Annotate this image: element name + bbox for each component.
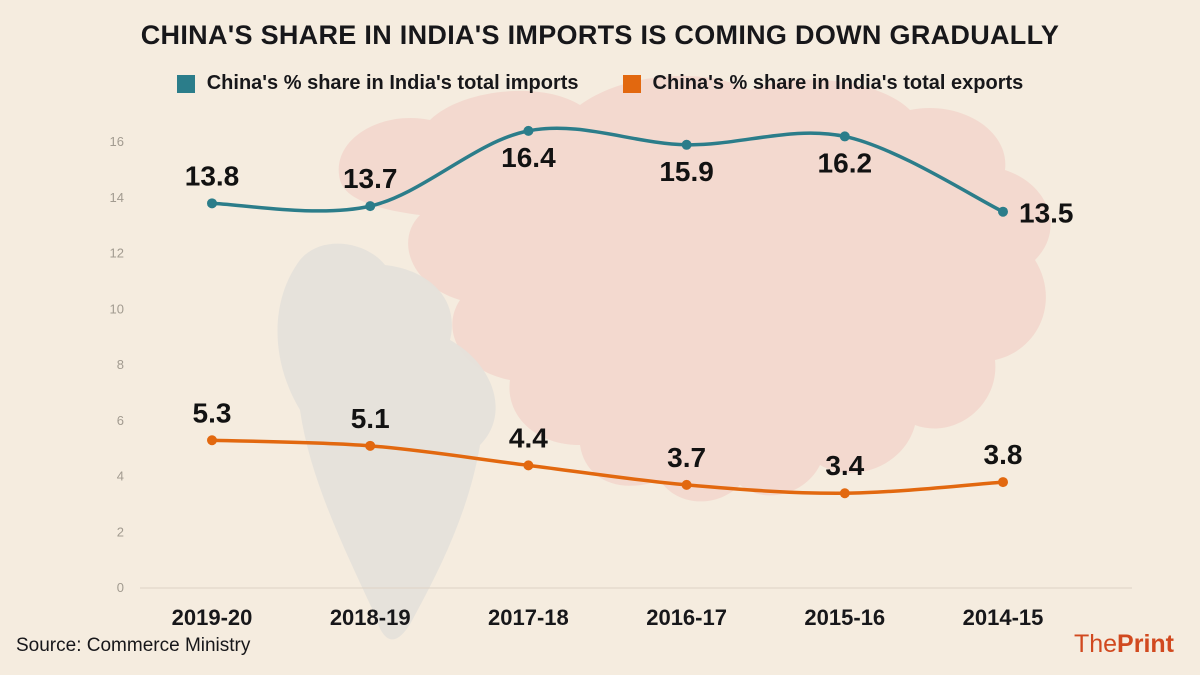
imports-data-point xyxy=(523,125,534,136)
india-map-silhouette xyxy=(277,243,496,640)
exports-legend-label: China's % share in India's total exports xyxy=(652,72,1024,94)
imports-line xyxy=(210,126,1005,214)
x-category-label: 2016-17 xyxy=(646,605,727,630)
legend-item-exports: China's % share in India's total exports xyxy=(622,72,1024,95)
y-tick-label: 10 xyxy=(110,301,124,316)
exports-data-point xyxy=(839,488,850,499)
legend-item-imports: China's % share in India's total imports xyxy=(176,72,579,95)
imports-legend-label: China's % share in India's total imports xyxy=(206,72,579,94)
imports-data-point xyxy=(681,139,692,150)
imports-legend-swatch xyxy=(176,74,195,93)
exports-value-label: 5.1 xyxy=(351,403,390,434)
exports-data-point xyxy=(681,479,692,490)
exports-data-point xyxy=(365,440,376,451)
imports-data-point xyxy=(365,201,376,212)
exports-value-label: 5.3 xyxy=(193,397,232,428)
exports-data-point xyxy=(523,460,534,471)
imports-value-label: 13.7 xyxy=(343,163,398,194)
y-tick-label: 4 xyxy=(117,469,124,484)
y-tick-label: 0 xyxy=(117,580,124,595)
exports-value-label: 4.4 xyxy=(509,422,548,453)
exports-line xyxy=(210,438,1005,496)
imports-value-label: 16.4 xyxy=(501,142,556,173)
imports-data-point xyxy=(207,198,217,209)
imports-value-label: 13.8 xyxy=(185,160,240,191)
brand-print: Print xyxy=(1117,630,1174,658)
y-tick-label: 14 xyxy=(110,190,124,205)
exports-data-point xyxy=(998,477,1008,488)
exports-legend-swatch xyxy=(622,74,641,93)
x-category-label: 2019-20 xyxy=(172,605,253,630)
exports-data-point xyxy=(207,435,217,446)
x-category-label: 2014-15 xyxy=(963,605,1044,630)
exports-value-label: 3.4 xyxy=(825,450,864,481)
y-tick-label: 6 xyxy=(117,413,124,428)
x-category-label: 2018-19 xyxy=(330,605,411,630)
brand-the: The xyxy=(1073,630,1118,658)
imports-data-point xyxy=(839,131,850,142)
x-category-label: 2015-16 xyxy=(804,605,885,630)
theprint-logo: ThePrint xyxy=(1074,630,1174,659)
y-tick-label: 16 xyxy=(110,134,124,149)
imports-value-label: 16.2 xyxy=(818,147,873,178)
exports-value-label: 3.8 xyxy=(984,439,1023,470)
y-tick-label: 2 xyxy=(117,524,124,539)
imports-value-label: 15.9 xyxy=(659,156,714,187)
legend: China's % share in India's total imports… xyxy=(0,72,1200,95)
y-tick-label: 12 xyxy=(110,246,124,261)
imports-value-label: 13.5 xyxy=(1019,198,1074,229)
chart-title: CHINA'S SHARE IN INDIA'S IMPORTS IS COMI… xyxy=(140,20,1060,50)
china-map-silhouette xyxy=(338,75,1051,502)
y-tick-label: 8 xyxy=(117,357,124,372)
imports-data-point xyxy=(998,206,1008,217)
x-category-label: 2017-18 xyxy=(488,605,569,630)
source-note: Source: Commerce Ministry xyxy=(16,635,251,656)
exports-value-label: 3.7 xyxy=(667,442,706,473)
